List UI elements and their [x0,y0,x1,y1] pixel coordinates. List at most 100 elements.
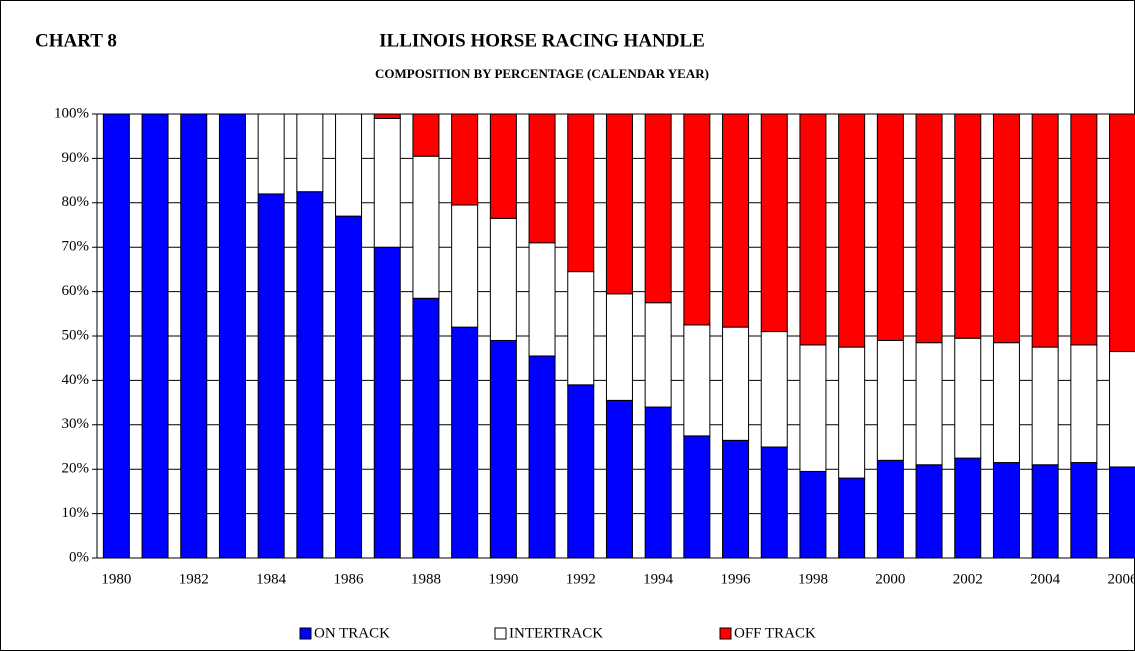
bar-segment [876,459,904,559]
bar-segment [722,326,750,441]
chart-label: CHART 8 [35,30,117,51]
bar-segment [489,339,517,559]
chart-subtitle: COMPOSITION BY PERCENTAGE (CALENDAR YEAR… [375,66,709,81]
bar-segment [683,324,711,437]
bar-segment [296,191,324,559]
bar-segment [605,399,633,559]
bar-segment [1031,464,1059,559]
bar-segment [567,113,595,273]
bar-segment [992,462,1020,559]
legend-label: OFF TRACK [734,625,816,641]
bar-segment [760,446,788,559]
bar-segment [451,204,479,328]
bar-segment [605,293,633,401]
bar-segment [257,193,285,559]
bar-segment [683,435,711,559]
y-tick-label: 30% [62,416,90,432]
y-tick-label: 40% [62,372,90,388]
bar-segment [102,113,130,559]
bar-segment [489,113,517,219]
x-tick-label: 1994 [643,571,674,587]
bar-segment [296,113,324,193]
bar-segment [373,113,401,119]
y-tick-label: 0% [69,549,89,565]
x-tick-label: 1982 [179,571,209,587]
bar-segment [489,217,517,341]
bar-segment [915,464,943,559]
bar-segment [335,215,363,559]
bar-segment [180,113,208,559]
bar-segment [992,342,1020,464]
bar-segment [722,113,750,328]
x-tick-label: 1990 [488,571,518,587]
bar-segment [799,470,827,559]
y-tick-label: 90% [62,150,90,166]
bar-segment [567,384,595,559]
bar-segment [1070,344,1098,464]
x-tick-label: 2002 [953,571,983,587]
y-tick-label: 70% [62,239,90,255]
bar-segment [760,331,788,448]
bar-segment [528,113,556,244]
bar-segment [141,113,169,559]
bar-segment [451,326,479,559]
bar-segment [876,339,904,461]
bar-segment [257,113,285,195]
bar-segment [954,113,982,339]
bar-segment [838,477,866,559]
bar-segment [1109,351,1135,468]
legend-swatch [494,627,507,640]
bar-segment [876,113,904,341]
bar-segment [1070,113,1098,346]
legend-label: INTERTRACK [509,625,603,641]
bar-segment [644,302,672,408]
bar-segment [1031,346,1059,466]
bar-segment [915,342,943,466]
bar-segment [722,439,750,559]
y-tick-label: 10% [62,505,90,521]
bar-segment [1031,113,1059,348]
x-tick-label: 1992 [566,571,596,587]
bar-segment [954,337,982,459]
bar-segment [567,271,595,386]
legend-swatch [719,627,732,640]
legend-swatch [299,627,312,640]
bar-segment [799,344,827,472]
bar-segment [1109,113,1135,353]
x-tick-label: 1996 [721,571,752,587]
y-tick-label: 20% [62,461,90,477]
bar-segment [644,113,672,304]
bar-segment [412,113,440,157]
bar-segment [335,113,363,217]
chart-title: ILLINOIS HORSE RACING HANDLE [379,30,705,51]
x-tick-label: 1980 [101,571,131,587]
y-tick-label: 100% [54,105,89,121]
y-tick-label: 50% [62,327,90,343]
bar-segment [1109,466,1135,559]
bar-segment [799,113,827,346]
bar-segment [528,242,556,357]
x-tick-label: 1986 [334,571,365,587]
bar-segment [644,406,672,559]
x-tick-label: 2000 [875,571,905,587]
x-tick-label: 1988 [411,571,441,587]
bar-segment [373,117,401,248]
legend-label: ON TRACK [314,625,390,641]
bar-segment [683,113,711,326]
bar-segment [528,355,556,559]
bar-segment [760,113,788,333]
bar-segment [373,246,401,559]
x-tick-label: 1984 [256,571,287,587]
bar-segment [1070,462,1098,559]
bar-segment [412,155,440,299]
y-tick-label: 60% [62,283,90,299]
bar-segment [412,297,440,559]
x-tick-label: 2004 [1030,571,1061,587]
bar-segment [992,113,1020,344]
bar-segment [605,113,633,295]
bar-segment [954,457,982,559]
bar-segment [451,113,479,206]
y-tick-label: 80% [62,194,90,210]
bar-segment [218,113,246,559]
